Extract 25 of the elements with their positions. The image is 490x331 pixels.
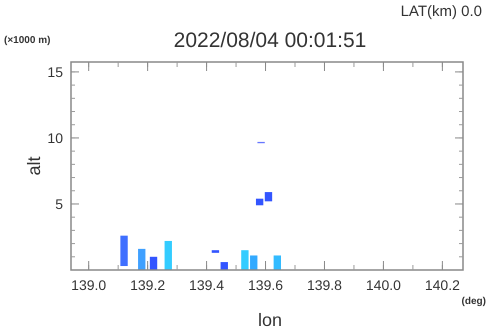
x-tick-label: 140.0 <box>366 277 402 293</box>
x-tick-label: 140.2 <box>424 277 460 293</box>
x-tick-label: 139.2 <box>130 277 166 293</box>
bar <box>138 248 146 270</box>
bar <box>241 250 249 270</box>
x-axis-title: lon <box>258 310 282 330</box>
bar <box>164 240 172 270</box>
bar <box>212 250 220 253</box>
text: (×1000 m) <box>4 35 50 46</box>
y-tick-label: 10 <box>47 130 64 146</box>
chart-subtitle: LAT(km) 0.0 <box>400 3 482 20</box>
bar <box>150 256 158 270</box>
x-tick-label: 139.0 <box>71 277 106 293</box>
y-axis-title: alt <box>24 156 44 176</box>
bar <box>220 262 228 270</box>
text: (deg) <box>462 296 486 307</box>
x-tick-label: 139.6 <box>248 277 284 293</box>
x-tick-label: 139.4 <box>189 277 224 293</box>
bar <box>250 255 258 270</box>
y-tick-label: 15 <box>47 64 64 80</box>
y-tick-label: 5 <box>55 196 64 212</box>
bar <box>274 255 281 270</box>
chart-title: 2022/08/04 00:01:51 <box>174 29 366 52</box>
bar <box>120 236 128 266</box>
x-tick-label: 139.8 <box>306 277 342 293</box>
